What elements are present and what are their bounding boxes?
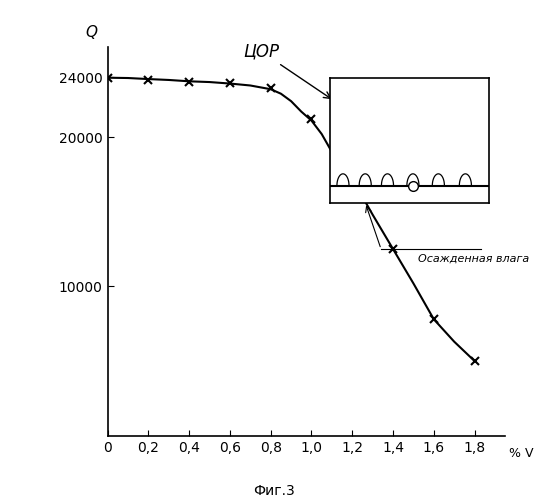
- Text: % V: % V: [509, 447, 534, 460]
- Text: Осажденная влага: Осажденная влага: [418, 253, 529, 263]
- Text: ЦОР: ЦОР: [243, 42, 330, 98]
- Text: Q: Q: [85, 25, 97, 40]
- Text: Фиг.3: Фиг.3: [254, 484, 295, 498]
